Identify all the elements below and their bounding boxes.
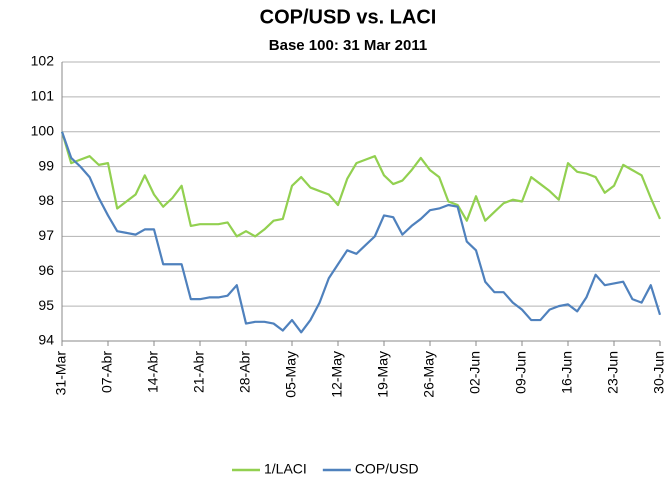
y-tick-label: 99 xyxy=(38,157,54,173)
series-line xyxy=(60,131,662,238)
legend-label: 1/LACI xyxy=(264,461,307,477)
x-tick-label: 14-Abr xyxy=(145,351,161,393)
x-tick-label: 07-Abr xyxy=(99,351,115,393)
chart-subtitle: Base 100: 31 Mar 2011 xyxy=(269,37,427,54)
y-tick-label: 95 xyxy=(38,297,54,313)
y-tick-label: 97 xyxy=(38,227,54,243)
y-tick-label: 96 xyxy=(38,262,54,278)
x-tick-label: 31-Mar xyxy=(53,351,69,396)
y-tick-label: 94 xyxy=(38,332,54,348)
x-tick-label: 19-May xyxy=(375,351,391,398)
x-tick-label: 21-Abr xyxy=(191,351,207,393)
x-tick-label: 26-May xyxy=(421,351,437,398)
x-tick-label: 05-May xyxy=(283,351,299,398)
y-tick-label: 98 xyxy=(38,192,54,208)
y-tick-label: 102 xyxy=(31,53,55,69)
x-tick-label: 23-Jun xyxy=(605,351,621,394)
x-tick-label: 16-Jun xyxy=(559,351,575,394)
legend-label: COP/USD xyxy=(355,461,419,477)
x-tick-label: 12-May xyxy=(329,351,345,398)
x-tick-label: 02-Jun xyxy=(467,351,483,394)
y-tick-label: 100 xyxy=(31,122,55,138)
x-tick-label: 30-Jun xyxy=(651,351,667,394)
chart-title: COP/USD vs. LACI xyxy=(260,6,437,28)
y-tick-label: 101 xyxy=(31,88,55,104)
x-tick-label: 09-Jun xyxy=(513,351,529,394)
series-line xyxy=(60,131,662,334)
x-tick-label: 28-Abr xyxy=(237,351,253,393)
